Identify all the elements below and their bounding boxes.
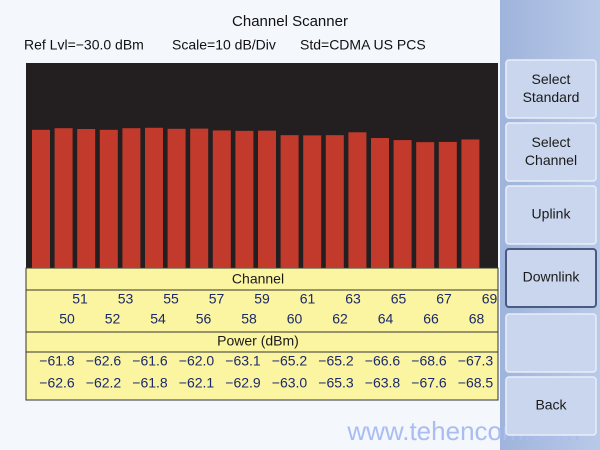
bar — [99, 129, 118, 268]
power-label: −62.6 — [39, 375, 75, 391]
power-label: −66.6 — [365, 353, 401, 369]
bar — [190, 128, 209, 268]
channel-label: 65 — [391, 291, 407, 307]
power-label: −61.8 — [39, 353, 75, 369]
channel-label: 61 — [300, 291, 316, 307]
bar — [416, 142, 435, 268]
power-label: −62.1 — [179, 375, 215, 391]
power-label: −68.5 — [458, 375, 494, 391]
channel-label: 57 — [209, 291, 225, 307]
ref-level: Ref Lvl=−30.0 dBm — [24, 37, 144, 53]
bar — [54, 128, 73, 268]
bar — [77, 129, 96, 268]
power-label: −63.8 — [365, 375, 401, 391]
channel-label: 66 — [423, 311, 439, 327]
channel-label: 62 — [332, 311, 348, 327]
bar — [438, 141, 457, 268]
power-label: −65.3 — [318, 375, 354, 391]
power-label: −63.1 — [225, 353, 261, 369]
bar — [145, 127, 163, 268]
channel-label: 60 — [287, 311, 303, 327]
power-label: −65.2 — [272, 353, 308, 369]
channel-header: Channel — [232, 271, 284, 287]
bar — [348, 132, 367, 268]
channel-label: 69 — [482, 291, 498, 307]
channel-label: 53 — [118, 291, 134, 307]
power-label: −61.8 — [132, 375, 168, 391]
channel-label: 50 — [59, 311, 75, 327]
bar — [303, 135, 322, 268]
channel-label: 52 — [105, 311, 121, 327]
channel-label: 51 — [72, 291, 88, 307]
channel-label: 63 — [345, 291, 361, 307]
softkey-label[interactable]: Downlink — [523, 269, 581, 285]
power-label: −62.2 — [86, 375, 122, 391]
power-label: −67.3 — [458, 353, 494, 369]
softkey[interactable] — [505, 59, 597, 119]
bar — [325, 135, 344, 268]
softkey-label[interactable]: Uplink — [532, 206, 572, 222]
standard: Std=CDMA US PCS — [300, 37, 426, 53]
bar — [280, 135, 299, 268]
bar — [393, 140, 412, 268]
bar — [122, 128, 141, 268]
power-header: Power (dBm) — [217, 333, 299, 349]
softkey[interactable] — [505, 248, 597, 308]
channel-label: 56 — [196, 311, 212, 327]
power-label: −62.0 — [179, 353, 215, 369]
power-label: −65.2 — [318, 353, 354, 369]
softkey — [505, 313, 597, 373]
softkey-label[interactable]: Back — [535, 397, 567, 413]
power-label: −62.9 — [225, 375, 261, 391]
softkey-label[interactable]: Select Channel — [525, 134, 577, 168]
bar — [32, 129, 50, 268]
power-label: −63.0 — [272, 375, 308, 391]
power-label: −61.6 — [132, 353, 168, 369]
power-label: −67.6 — [411, 375, 447, 391]
title: Channel Scanner — [232, 13, 348, 30]
bar — [235, 130, 254, 268]
bar — [212, 130, 231, 268]
channel-label: 54 — [150, 311, 166, 327]
power-label: −68.6 — [411, 353, 447, 369]
bar — [258, 130, 276, 268]
softkey[interactable] — [505, 122, 597, 182]
softkey[interactable] — [505, 376, 597, 436]
softkey[interactable] — [505, 185, 597, 245]
bar — [167, 128, 186, 268]
channel-label: 58 — [241, 311, 257, 327]
channel-label: 68 — [469, 311, 485, 327]
channel-label: 67 — [436, 291, 452, 307]
channel-label: 55 — [163, 291, 179, 307]
softkey-label[interactable]: Select Standard — [523, 71, 580, 105]
channel-label: 59 — [254, 291, 270, 307]
channel-label: 64 — [378, 311, 394, 327]
bar — [461, 139, 480, 268]
bar — [371, 138, 389, 268]
power-label: −62.6 — [86, 353, 122, 369]
scale: Scale=10 dB/Div — [172, 37, 276, 53]
